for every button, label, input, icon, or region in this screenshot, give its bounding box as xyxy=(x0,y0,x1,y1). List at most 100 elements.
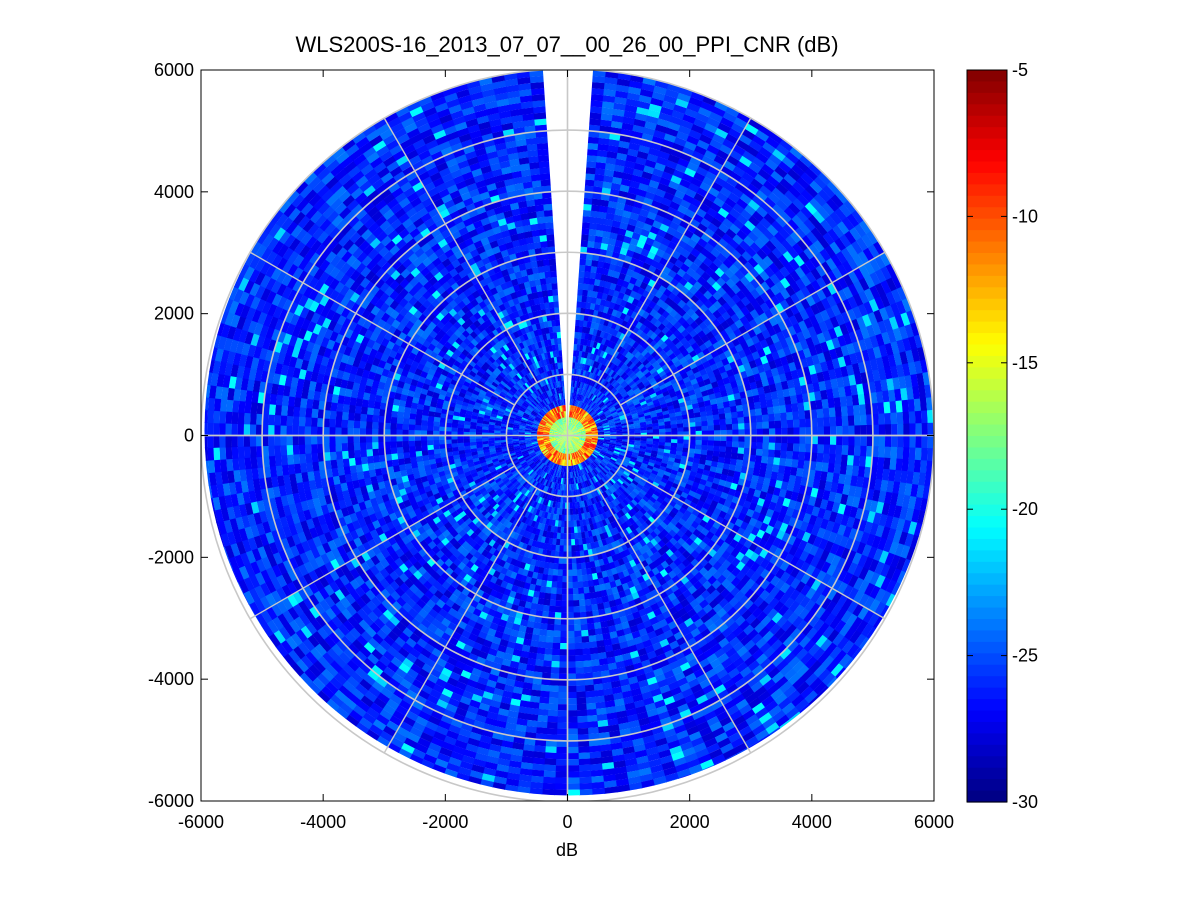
colorbar-tick-label: -15 xyxy=(1012,353,1038,373)
colorbar-ticks: -5 -10 -15 -20 -25 -30 xyxy=(967,60,1038,812)
x-tick-label: 4000 xyxy=(792,812,832,832)
colorbar-segment xyxy=(967,184,1007,197)
colorbar-segment xyxy=(967,619,1007,632)
colorbar-segment xyxy=(967,607,1007,620)
colorbar-segment xyxy=(967,733,1007,746)
colorbar-segment xyxy=(967,424,1007,437)
colorbar-segment xyxy=(967,653,1007,666)
colorbar-segment xyxy=(967,790,1007,803)
azimuth-spoke-240 xyxy=(249,465,515,620)
colorbar-segment xyxy=(967,527,1007,540)
colorbar-tick-label: -10 xyxy=(1012,206,1038,226)
y-tick-label: 4000 xyxy=(154,182,194,202)
colorbar-segment xyxy=(967,355,1007,368)
azimuth-spoke-300 xyxy=(249,251,515,406)
colorbar-segment xyxy=(967,413,1007,426)
colorbar-segment xyxy=(967,241,1007,254)
azimuth-spoke-30 xyxy=(597,117,752,383)
colorbar-segment xyxy=(967,573,1007,586)
colorbar-segment xyxy=(967,390,1007,403)
colorbar-segment xyxy=(967,172,1007,185)
colorbar-segment xyxy=(967,481,1007,494)
colorbar-segment xyxy=(967,470,1007,483)
colorbar-segment xyxy=(967,195,1007,208)
x-tick-label: -2000 xyxy=(422,812,468,832)
colorbar-segment xyxy=(967,699,1007,712)
azimuth-spoke-210 xyxy=(383,488,538,754)
x-tick-label: 6000 xyxy=(914,812,954,832)
colorbar-segment xyxy=(967,630,1007,643)
colorbar-segment xyxy=(967,584,1007,597)
colorbar-segment xyxy=(967,115,1007,128)
colorbar-segment xyxy=(967,207,1007,220)
colorbar-segment xyxy=(967,458,1007,471)
colorbar-segment xyxy=(967,504,1007,517)
colorbar-segment xyxy=(967,264,1007,277)
colorbar-segment xyxy=(967,92,1007,105)
colorbar-segment xyxy=(967,253,1007,266)
colorbar-segment xyxy=(967,516,1007,529)
colorbar-segment xyxy=(967,676,1007,689)
colorbar-segment xyxy=(967,641,1007,654)
colorbar-segment xyxy=(967,721,1007,734)
colorbar-segment xyxy=(967,298,1007,311)
colorbar-segment xyxy=(967,104,1007,117)
colorbar-segment xyxy=(967,218,1007,231)
colorbar-segment xyxy=(967,161,1007,174)
colorbar-segment xyxy=(967,150,1007,163)
azimuth-spoke-120 xyxy=(620,465,886,620)
colorbar-tick-label: -20 xyxy=(1012,499,1038,519)
colorbar-segment xyxy=(967,127,1007,140)
colorbar-tick-label: -30 xyxy=(1012,792,1038,812)
colorbar-segment xyxy=(967,230,1007,243)
colorbar-segment xyxy=(967,275,1007,288)
colorbar-segment xyxy=(967,550,1007,563)
polar-grid xyxy=(201,70,934,801)
colorbar-segment xyxy=(967,344,1007,357)
colorbar-segment xyxy=(967,287,1007,300)
colorbar-segment xyxy=(967,436,1007,449)
colorbar-segment xyxy=(967,687,1007,700)
colorbar-segment xyxy=(967,561,1007,574)
y-tick-label: -4000 xyxy=(148,669,194,689)
colorbar-tick-label: -25 xyxy=(1012,646,1038,666)
chart-title: WLS200S-16_2013_07_07__00_26_00_PPI_CNR … xyxy=(295,32,838,57)
y-tick-label: 2000 xyxy=(154,304,194,324)
colorbar-segment xyxy=(967,447,1007,460)
y-tick-label: -2000 xyxy=(148,547,194,567)
x-axis-label: dB xyxy=(556,840,578,860)
colorbar-segment xyxy=(967,538,1007,551)
y-tick-label: 6000 xyxy=(154,60,194,80)
colorbar-frame xyxy=(966,69,1008,803)
colorbar-segment xyxy=(967,70,1007,83)
colorbar-segment xyxy=(967,710,1007,723)
x-tick-label: 0 xyxy=(562,812,572,832)
colorbar-segment xyxy=(967,367,1007,380)
azimuth-spoke-150 xyxy=(597,488,752,754)
colorbar-segment xyxy=(967,596,1007,609)
colorbar-segment xyxy=(967,81,1007,94)
y-tick-label: -6000 xyxy=(148,791,194,811)
colorbar-gradient xyxy=(967,70,1007,803)
x-tick-label: -4000 xyxy=(300,812,346,832)
colorbar: -5 -10 -15 -20 -25 -30 xyxy=(966,60,1038,812)
colorbar-segment xyxy=(967,378,1007,391)
x-tick-label: -6000 xyxy=(178,812,224,832)
y-tick-label: 0 xyxy=(184,426,194,446)
colorbar-segment xyxy=(967,779,1007,792)
colorbar-segment xyxy=(967,401,1007,414)
colorbar-segment xyxy=(967,138,1007,151)
colorbar-segment xyxy=(967,310,1007,323)
colorbar-segment xyxy=(967,493,1007,506)
azimuth-spoke-330 xyxy=(383,117,538,383)
azimuth-spoke-60 xyxy=(620,251,886,406)
colorbar-segment xyxy=(967,744,1007,757)
colorbar-segment xyxy=(967,321,1007,334)
colorbar-tick-label: -5 xyxy=(1012,60,1028,80)
colorbar-segment xyxy=(967,756,1007,769)
x-tick-label: 2000 xyxy=(670,812,710,832)
colorbar-segment xyxy=(967,333,1007,346)
axis-ticks: -6000 -4000 -2000 0 2000 4000 6000 6000 4000 2000… xyxy=(148,60,954,832)
colorbar-segment xyxy=(967,664,1007,677)
